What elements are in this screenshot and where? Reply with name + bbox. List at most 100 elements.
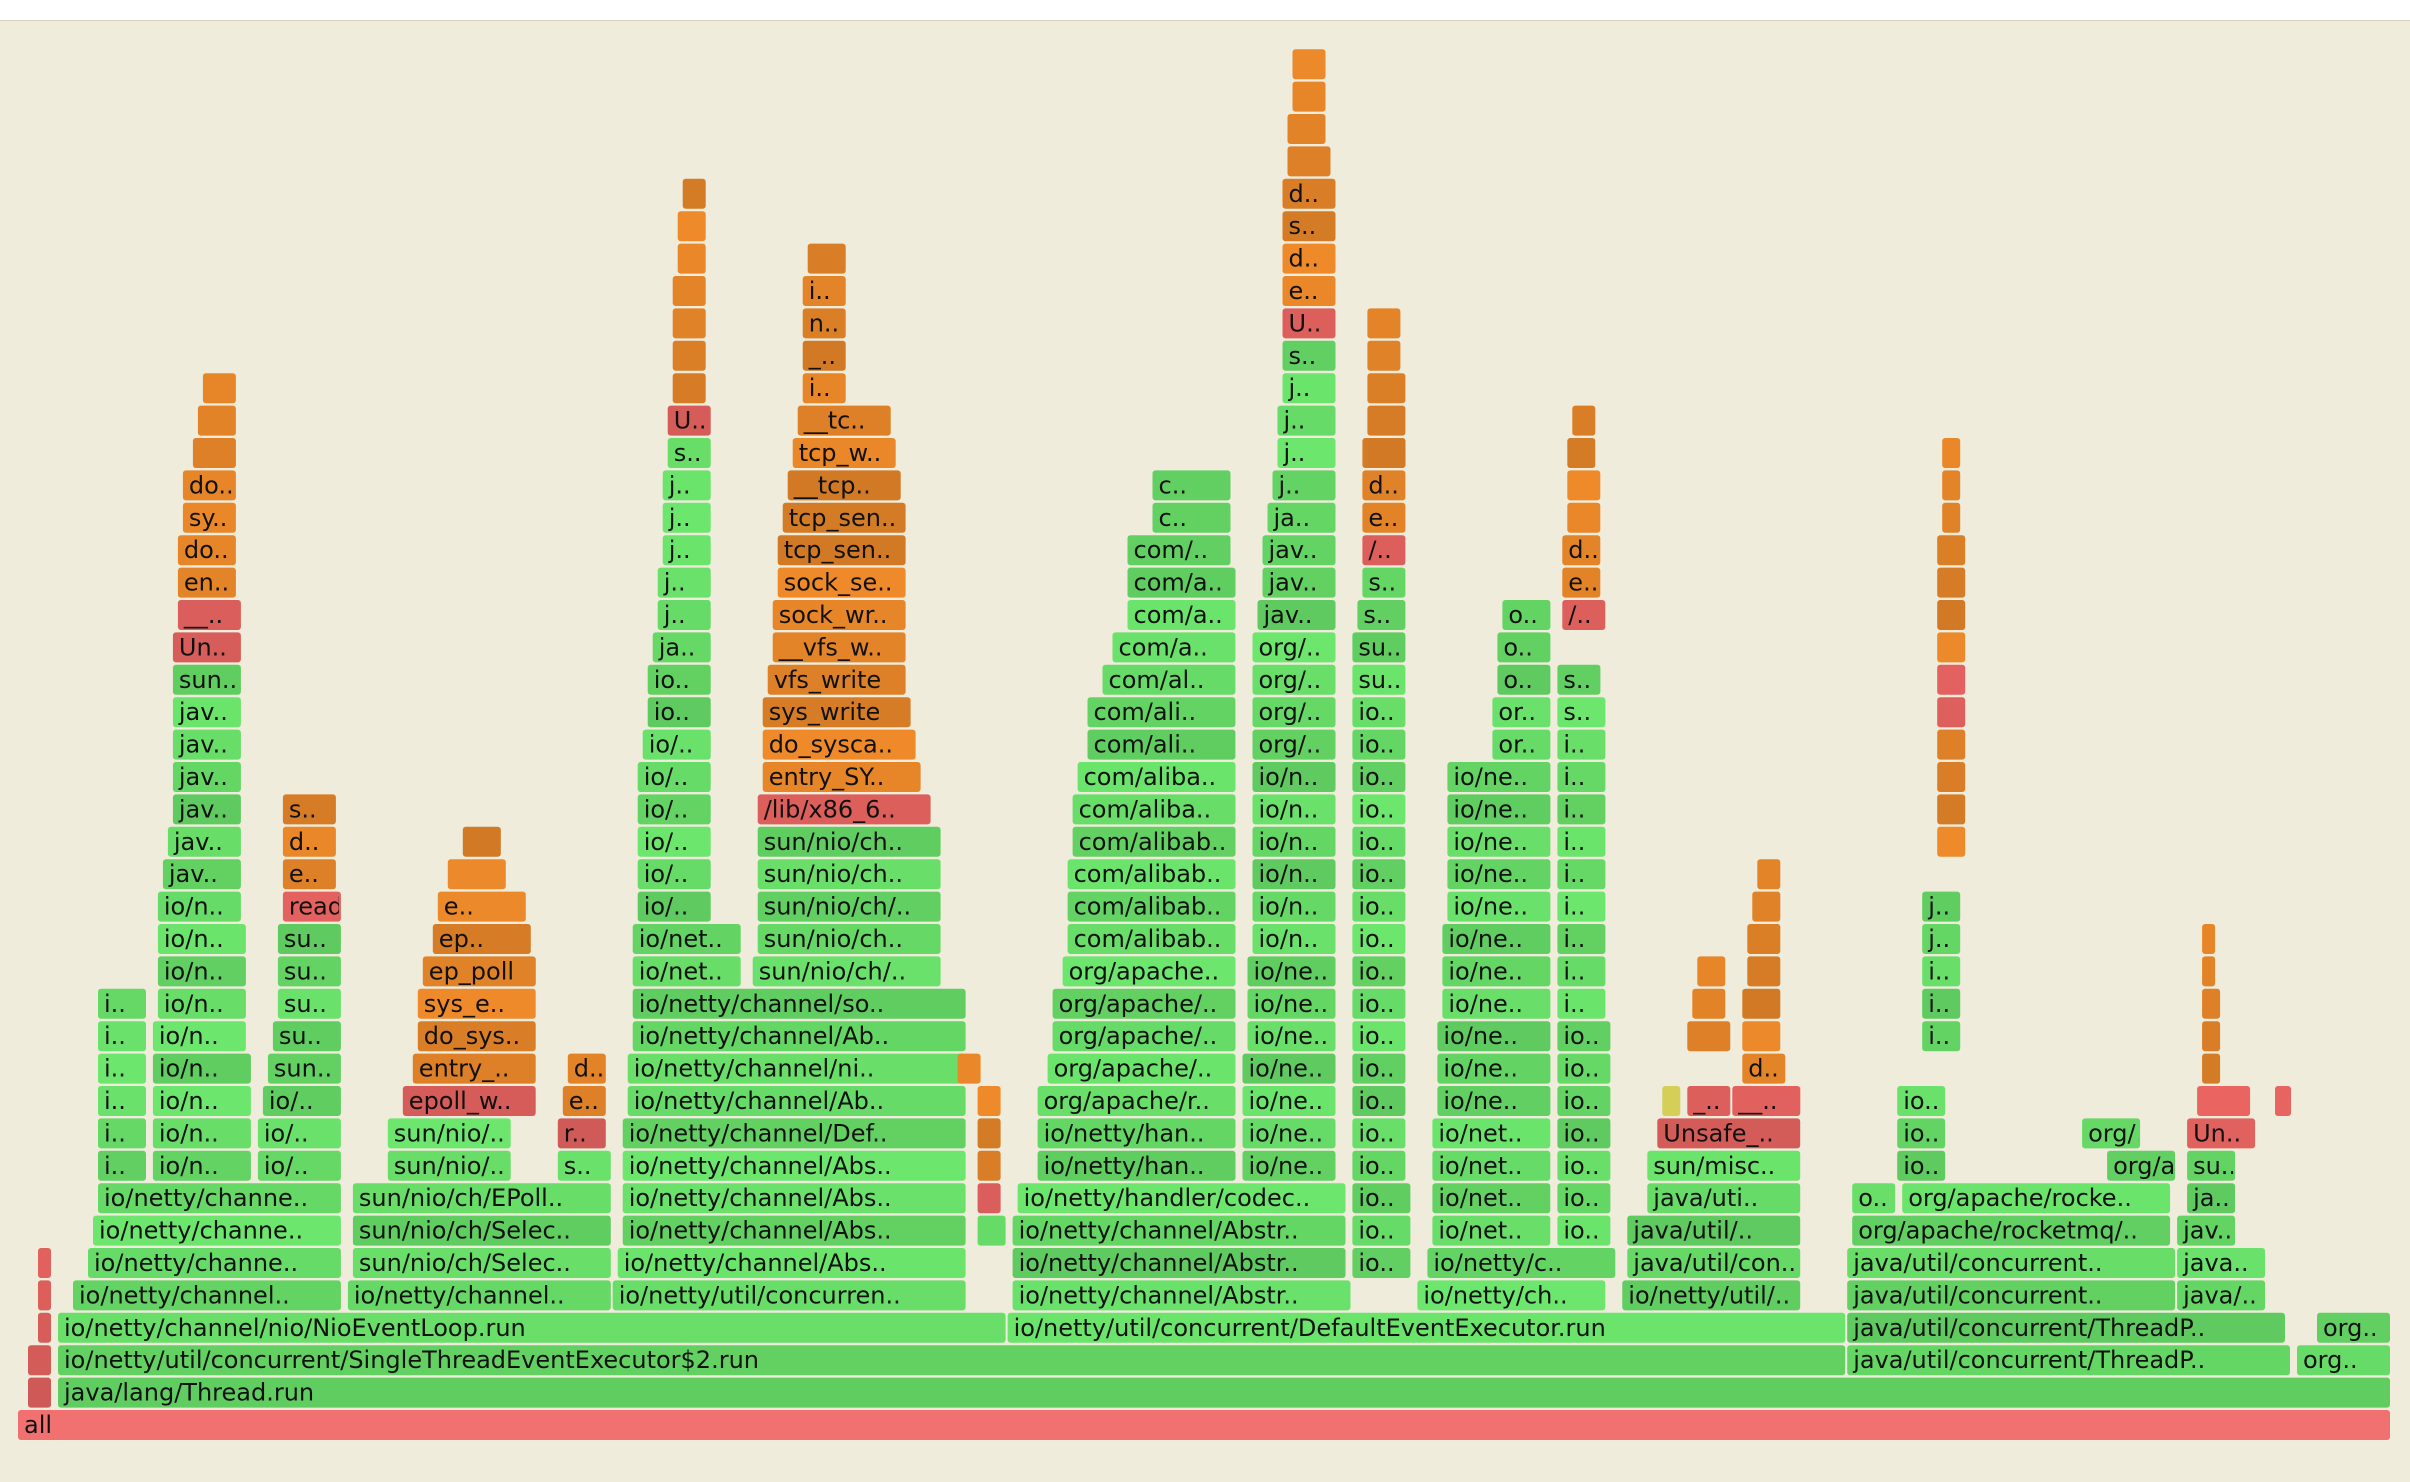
flame-frame-rect[interactable]	[1282, 373, 1336, 404]
flame-frame[interactable]: __..	[177, 600, 241, 630]
flame-frame[interactable]: io/netty/c..	[1427, 1248, 1616, 1278]
flame-frame[interactable]: o..	[1502, 600, 1551, 630]
flame-frame-rect[interactable]	[38, 1248, 51, 1278]
flame-frame-rect[interactable]	[152, 1053, 251, 1084]
flame-frame[interactable]	[1942, 470, 1961, 501]
flame-frame[interactable]: entry_SY..	[762, 762, 921, 792]
flame-frame[interactable]: io/n..	[1252, 826, 1336, 857]
flame-frame-rect[interactable]	[632, 956, 741, 987]
flame-frame-rect[interactable]	[1352, 891, 1406, 922]
flame-frame-rect[interactable]	[192, 438, 236, 468]
flame-frame-rect[interactable]	[1242, 1118, 1336, 1149]
flame-frame-rect[interactable]	[257, 1118, 341, 1149]
flame-frame-rect[interactable]	[627, 1053, 966, 1084]
flame-frame-rect[interactable]	[1352, 697, 1406, 728]
flame-frame-rect[interactable]	[1127, 600, 1236, 630]
flame-frame-rect[interactable]	[1367, 308, 1401, 339]
flame-frame[interactable]	[672, 340, 706, 371]
flame-frame-rect[interactable]	[1447, 762, 1551, 792]
flame-frame[interactable]: io..	[1352, 729, 1406, 760]
flame-frame-rect[interactable]	[1492, 697, 1551, 728]
flame-frame-rect[interactable]	[1052, 988, 1236, 1019]
flame-frame-rect[interactable]	[1062, 956, 1236, 987]
flame-frame-rect[interactable]	[417, 1021, 536, 1052]
flame-frame[interactable]: _..	[802, 340, 846, 371]
flame-frame[interactable]: org/apache/r..	[1037, 1086, 1236, 1116]
flame-frame[interactable]: io..	[1557, 1118, 1611, 1149]
flame-frame[interactable]: org/apache/..	[1047, 1053, 1236, 1084]
flame-frame-rect[interactable]	[162, 859, 241, 890]
flame-frame[interactable]: ja..	[652, 632, 711, 663]
flame-frame-rect[interactable]	[667, 405, 711, 436]
flame-frame[interactable]: org/..	[1252, 664, 1336, 695]
flame-frame[interactable]: io..	[647, 697, 711, 728]
flame-frame[interactable]: su..	[277, 924, 341, 954]
flame-frame-rect[interactable]	[1747, 924, 1781, 954]
flame-frame[interactable]: io/netty/channel/Abs..	[622, 1183, 966, 1214]
flame-frame-rect[interactable]	[1557, 924, 1606, 954]
flame-frame-rect[interactable]	[1937, 729, 1966, 760]
flame-frame[interactable]: io/netty/handler/codec..	[1017, 1183, 1346, 1214]
flame-frame[interactable]: io..	[1352, 859, 1406, 890]
flame-frame[interactable]: io/netty/ch..	[1417, 1280, 1606, 1311]
flame-frame-rect[interactable]	[667, 438, 711, 468]
flame-frame-rect[interactable]	[1352, 826, 1406, 857]
flame-frame-rect[interactable]	[632, 1021, 966, 1052]
flame-frame-rect[interactable]	[647, 664, 711, 695]
flame-frame[interactable]: jav..	[1262, 535, 1336, 566]
flame-frame-rect[interactable]	[73, 1280, 341, 1311]
flame-frame-rect[interactable]	[98, 988, 146, 1019]
flame-frame[interactable]: io..	[1897, 1118, 1946, 1149]
flame-frame[interactable]: d..	[282, 826, 336, 857]
flame-frame[interactable]	[28, 1377, 51, 1408]
flame-frame[interactable]: com/aliba..	[1077, 762, 1236, 792]
flame-frame-rect[interactable]	[1267, 502, 1336, 533]
flame-frame-rect[interactable]	[1742, 1021, 1781, 1052]
flame-frame-rect[interactable]	[352, 1248, 611, 1278]
flame-frame[interactable]	[677, 243, 706, 274]
flame-frame-rect[interactable]	[757, 859, 941, 890]
flame-frame[interactable]: io/netty/channel/Def..	[622, 1118, 966, 1149]
flame-frame[interactable]: io/ne..	[1247, 956, 1336, 987]
flame-frame-rect[interactable]	[1897, 1150, 1946, 1181]
flame-frame[interactable]: ep..	[432, 924, 531, 954]
flame-frame[interactable]: io..	[1352, 1086, 1406, 1116]
flame-frame[interactable]: sun..	[267, 1053, 341, 1084]
flame-frame[interactable]: io/netty/channel/Ab..	[627, 1086, 966, 1116]
flame-frame-rect[interactable]	[177, 600, 241, 630]
flame-frame[interactable]: sun/nio/ch..	[757, 826, 941, 857]
flame-frame[interactable]: io..	[1557, 1215, 1611, 1246]
flame-frame-rect[interactable]	[1287, 114, 1326, 144]
flame-frame-rect[interactable]	[1647, 1183, 1801, 1214]
flame-frame-rect[interactable]	[762, 762, 921, 792]
flame-frame-rect[interactable]	[632, 988, 966, 1019]
flame-frame[interactable]: com/aliba..	[1072, 794, 1236, 825]
flame-frame-rect[interactable]	[1922, 956, 1961, 987]
flame-frame-rect[interactable]	[1362, 502, 1406, 533]
flame-frame[interactable]: j..	[657, 600, 711, 630]
flame-frame[interactable]: c..	[1152, 502, 1231, 533]
flame-frame[interactable]	[977, 1118, 1001, 1149]
flame-frame[interactable]: i..	[1557, 988, 1606, 1019]
flame-frame-rect[interactable]	[1112, 632, 1236, 663]
flame-frame[interactable]: do..	[182, 470, 236, 501]
flame-frame-rect[interactable]	[1492, 729, 1551, 760]
flame-frame-rect[interactable]	[657, 600, 711, 630]
flame-frame-rect[interactable]	[262, 1086, 341, 1116]
flame-frame[interactable]	[977, 1215, 1006, 1246]
flame-frame[interactable]: or..	[1492, 729, 1551, 760]
flame-frame-rect[interactable]	[617, 1248, 966, 1278]
flame-frame[interactable]: java/util/concurrent..	[1847, 1280, 2176, 1311]
flame-frame[interactable]: i..	[98, 1053, 146, 1084]
flame-frame[interactable]	[2275, 1086, 2291, 1116]
flame-frame[interactable]	[1367, 340, 1401, 371]
flame-frame-rect[interactable]	[1562, 567, 1601, 598]
flame-frame-rect[interactable]	[777, 567, 906, 598]
flame-frame-rect[interactable]	[88, 1248, 341, 1278]
flame-frame[interactable]: j..	[1922, 924, 1961, 954]
flame-frame-rect[interactable]	[787, 470, 901, 501]
flame-frame-rect[interactable]	[802, 340, 846, 371]
flame-frame[interactable]: io/netty/channe..	[88, 1248, 341, 1278]
flame-frame-rect[interactable]	[1657, 1118, 1801, 1149]
flame-frame[interactable]: io/netty/util/..	[1622, 1280, 1801, 1311]
